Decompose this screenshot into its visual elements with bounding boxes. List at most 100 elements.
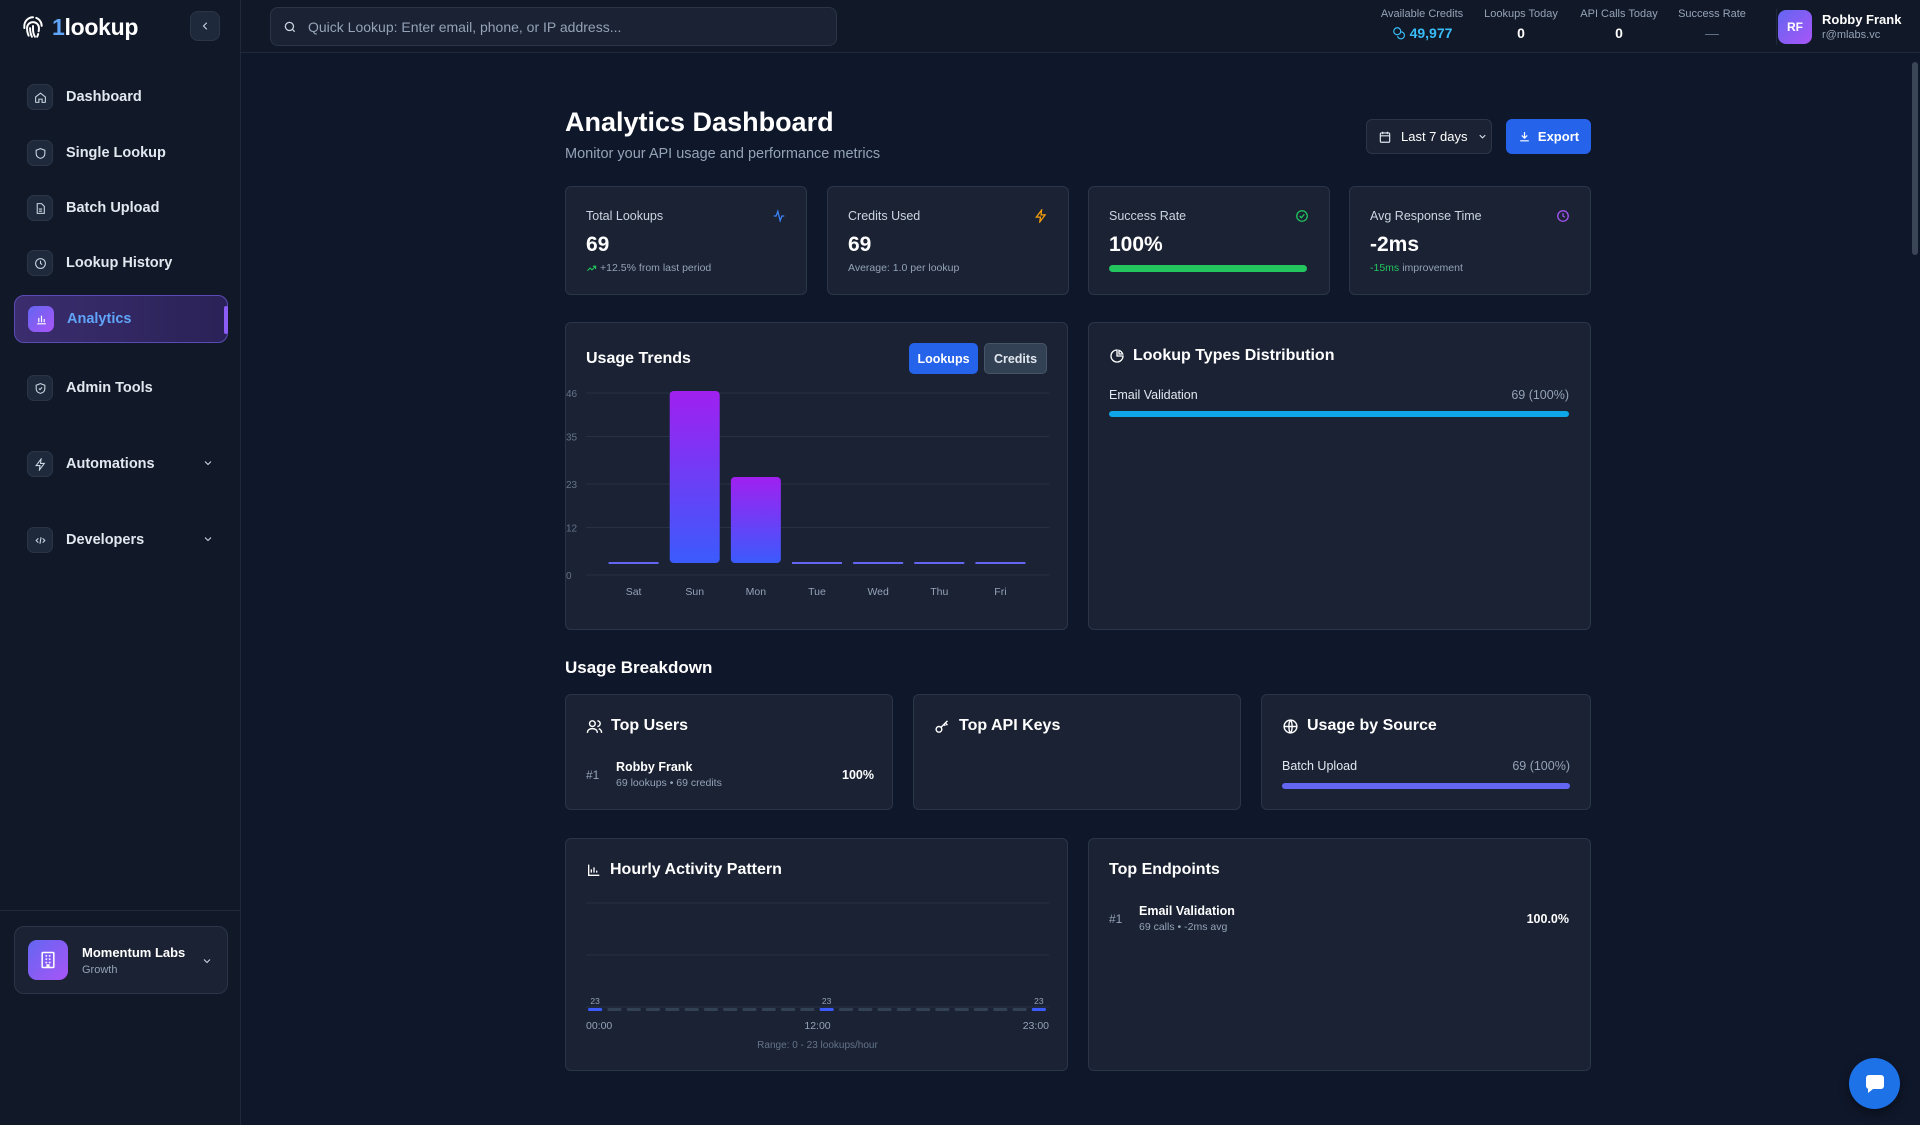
bar: [914, 562, 965, 564]
kpi-label: Total Lookups: [586, 209, 664, 223]
trending-up-icon: [586, 263, 597, 274]
stat-lookups-today: Lookups Today 0: [1475, 8, 1567, 41]
kpi-value: 69: [586, 233, 610, 256]
sidebar-divider: [0, 910, 241, 911]
top-user-row: #1 Robby Frank 69 lookups • 69 credits 1…: [586, 760, 874, 789]
sidebar-item-label: Dashboard: [66, 89, 142, 105]
sidebar-item-dashboard[interactable]: Dashboard: [14, 73, 228, 121]
card-title: Top Endpoints: [1109, 861, 1220, 878]
hour-bar: [626, 1008, 641, 1011]
row-name: Email Validation: [1139, 904, 1235, 918]
stat-value: —: [1705, 25, 1719, 41]
chevron-down-icon[interactable]: [202, 457, 214, 469]
card-title: Top Users: [586, 717, 688, 735]
lookups-toggle-button[interactable]: Lookups: [909, 343, 978, 374]
date-range-select[interactable]: Last 7 days: [1366, 119, 1492, 154]
sidebar-item-batch-upload[interactable]: Batch Upload: [14, 184, 228, 232]
sidebar-item-admin-tools[interactable]: Admin Tools: [14, 364, 228, 412]
activity-icon: [772, 209, 786, 223]
card-title: Usage Trends: [586, 350, 691, 367]
row-meta: 69 lookups • 69 credits: [616, 777, 722, 789]
x-tick-label: 00:00: [586, 1020, 612, 1032]
sidebar-item-automations[interactable]: Automations: [14, 440, 228, 488]
coins-icon: [1392, 26, 1406, 40]
collapse-sidebar-button[interactable]: [190, 11, 220, 41]
card-title: Lookup Types Distribution: [1109, 347, 1334, 365]
kpi-card-success-rate: Success Rate 100%: [1088, 186, 1330, 295]
sidebar-item-label: Analytics: [67, 311, 132, 327]
stat-value: 49,977: [1409, 25, 1453, 41]
page-subtitle: Monitor your API usage and performance m…: [565, 146, 881, 162]
x-tick-label: Tue: [808, 586, 826, 598]
row-name: Robby Frank: [616, 760, 693, 774]
scrollbar[interactable]: [1910, 54, 1920, 1125]
hour-bar: [645, 1008, 661, 1011]
zap-icon: [27, 451, 53, 477]
fingerprint-icon: [20, 14, 46, 40]
y-tick-label: 46: [566, 389, 578, 400]
chat-support-button[interactable]: [1849, 1058, 1900, 1109]
chat-icon: [1863, 1072, 1887, 1096]
user-name[interactable]: Robby Frank: [1822, 12, 1902, 27]
row-label: Email Validation: [1109, 388, 1198, 402]
hour-bar: [858, 1008, 873, 1011]
home-icon: [27, 84, 53, 110]
hour-bar: [800, 1008, 815, 1011]
stat-label: Lookups Today: [1484, 8, 1558, 20]
x-tick-label: Wed: [867, 586, 889, 598]
file-icon: [27, 195, 53, 221]
stat-api-calls-today: API Calls Today 0: [1577, 8, 1661, 41]
export-button[interactable]: Export: [1506, 119, 1591, 154]
sidebar-item-analytics[interactable]: Analytics: [14, 295, 228, 343]
stat-label: Success Rate: [1678, 8, 1746, 20]
user-divider: [1776, 9, 1777, 45]
sidebar-item-label: Developers: [66, 532, 145, 548]
bar-value-label: 23: [590, 996, 600, 1006]
distribution-bar: [1109, 411, 1569, 417]
avatar[interactable]: RF: [1778, 10, 1812, 44]
x-tick-label: Sun: [685, 586, 704, 598]
row-label: Batch Upload: [1282, 759, 1358, 773]
kpi-sub-text: Average: 1.0 per lookup: [848, 262, 960, 274]
bar: [792, 562, 842, 564]
sidebar-item-label: Batch Upload: [66, 200, 160, 216]
sidebar-item-single-lookup[interactable]: Single Lookup: [14, 129, 228, 177]
hour-bar: [954, 1008, 969, 1011]
hour-bar: [588, 1008, 603, 1011]
hour-bar: [742, 1008, 757, 1011]
date-range-label: Last 7 days: [1401, 129, 1468, 144]
sidebar-item-lookup-history[interactable]: Lookup History: [14, 239, 228, 287]
users-icon: [586, 718, 603, 735]
quick-lookup-search[interactable]: [270, 7, 837, 46]
download-icon: [1518, 130, 1531, 143]
bar: [730, 477, 781, 563]
hour-bar: [1012, 1008, 1027, 1011]
usage-by-source-card: Usage by Source Batch Upload 69 (100%): [1261, 694, 1591, 810]
hour-bar: [723, 1008, 738, 1011]
credits-toggle-button[interactable]: Credits: [984, 343, 1047, 374]
search-icon: [283, 20, 297, 34]
sidebar-item-developers[interactable]: Developers: [14, 516, 228, 564]
check-circle-icon: [1295, 209, 1309, 223]
org-switcher[interactable]: Momentum Labs Growth: [14, 926, 228, 994]
y-tick-label: 12: [566, 524, 578, 535]
hour-bar: [877, 1008, 892, 1011]
kpi-sub: -15ms improvement: [1370, 262, 1463, 274]
x-tick-label: Mon: [746, 586, 767, 598]
sidebar-item-label: Single Lookup: [66, 145, 166, 161]
search-input[interactable]: [308, 18, 828, 35]
bar-value-label: 23: [822, 996, 832, 1006]
shield-check-icon: [27, 375, 53, 401]
lookup-types-card: Lookup Types Distribution Email Validati…: [1088, 322, 1591, 630]
stat-value: 0: [1517, 25, 1525, 41]
x-tick-label: 12:00: [804, 1020, 830, 1032]
bar: [853, 562, 904, 564]
scrollbar-thumb[interactable]: [1912, 62, 1918, 255]
card-title-text: Hourly Activity Pattern: [610, 861, 782, 878]
row-meta: 69 calls • -2ms avg: [1139, 921, 1228, 933]
sidebar: 1lookup Dashboard Single Lookup Batch Up…: [0, 0, 241, 1125]
stat-success-rate: Success Rate —: [1673, 8, 1751, 41]
chevron-down-icon[interactable]: [202, 533, 214, 545]
app-logo[interactable]: 1lookup: [20, 12, 138, 42]
row-pct: 100%: [842, 767, 874, 782]
